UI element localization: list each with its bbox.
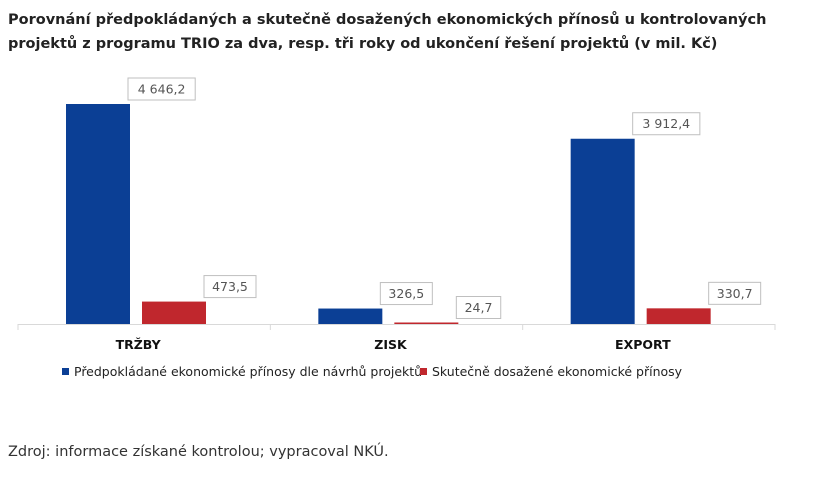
- bar-chart: 4 646,2 473,5 TRŽBY 326,5 24,7 ZISK 3 912,4 330…: [17, 77, 776, 379]
- legend-label-actual: Skutečně dosažené ekonomické přínosy: [432, 364, 683, 379]
- bar-expected-zisk: [318, 308, 383, 324]
- bar-expected-tržby: [66, 104, 130, 324]
- legend-label-expected: Předpokládané ekonomické přínosy dle náv…: [74, 364, 422, 379]
- bar-actual-tržby: [142, 301, 206, 324]
- data-label: 326,5: [388, 286, 424, 301]
- source-note: Zdroj: informace získané kontrolou; vypr…: [8, 444, 389, 460]
- data-label: 330,7: [717, 286, 753, 301]
- data-label: 3 912,4: [642, 116, 690, 131]
- chart-title: Porovnání předpokládaných a skutečně dos…: [8, 12, 767, 52]
- bar-actual-export: [646, 308, 711, 324]
- data-label-box: [632, 112, 701, 136]
- legend-swatch-actual: [420, 368, 427, 375]
- data-label-box: [203, 275, 257, 299]
- data-label-box: [455, 296, 502, 319]
- bar-expected-export: [570, 138, 635, 324]
- legend-swatch-expected: [62, 368, 69, 375]
- category-label-export: EXPORT: [615, 337, 671, 352]
- category-label-tržby: TRŽBY: [116, 337, 162, 352]
- data-label-box: [708, 281, 762, 305]
- bar-actual-zisk: [394, 322, 459, 324]
- data-label-box: [379, 282, 433, 306]
- data-label: 24,7: [465, 300, 493, 315]
- data-label: 4 646,2: [138, 82, 186, 97]
- data-label: 473,5: [212, 279, 248, 294]
- category-label-zisk: ZISK: [374, 337, 408, 352]
- data-label-box: [127, 77, 196, 101]
